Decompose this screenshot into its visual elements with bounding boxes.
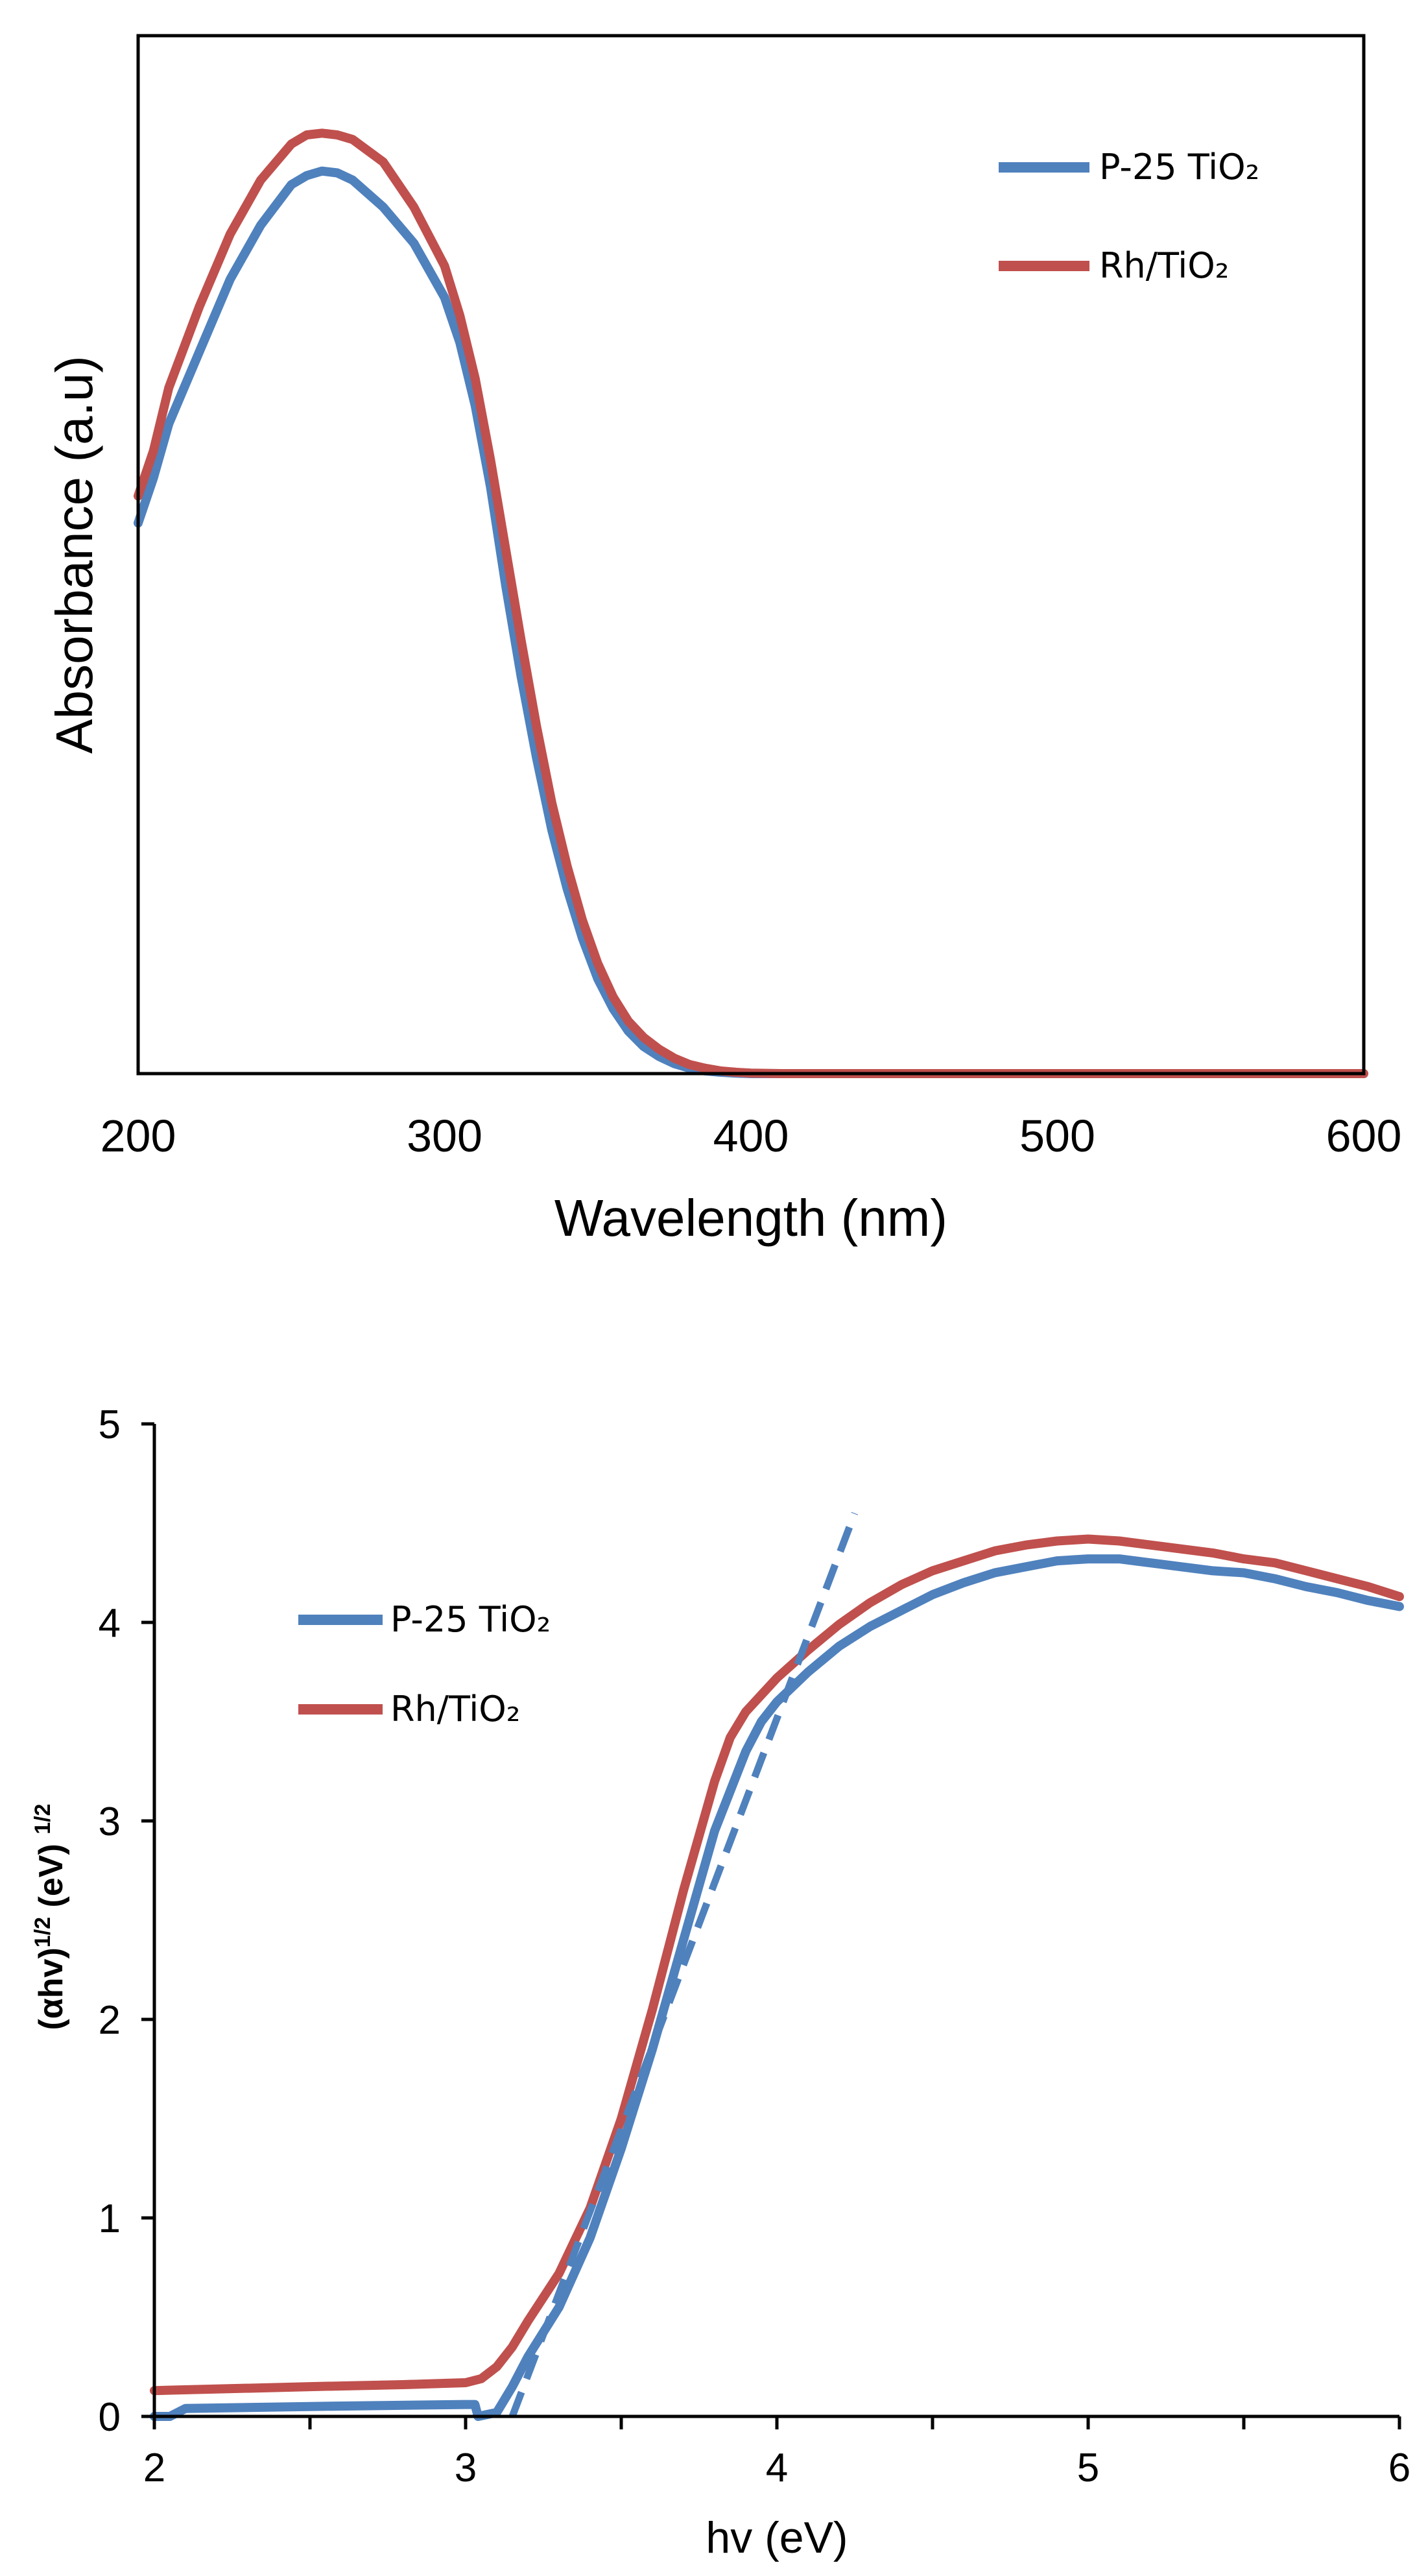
- absorbance-x-axis-label: Wavelength (nm): [554, 1189, 947, 1247]
- tauc-y-axis-label: (αhv)1/2 (eV) 1/2: [30, 1804, 70, 2030]
- tauc-series-line-rh: [150, 1534, 1404, 2396]
- absorbance-legend: P-25 TiO₂ Rh/TiO₂: [999, 147, 1259, 286]
- tauc-x-tick-label: 5: [1077, 2446, 1099, 2490]
- tauc-y-tick-label: 2: [99, 1998, 121, 2043]
- tauc-y-tick-label: 4: [99, 1601, 121, 1646]
- tauc-y-tick-label: 3: [99, 1800, 121, 1844]
- absorbance-y-axis-label: Absorbance (a.u): [45, 355, 103, 754]
- absorbance-chart: 200 300 400 500 600 Wavelength (nm) Absorban…: [45, 34, 1402, 1247]
- tauc-y-label-sup1: 1/2: [30, 1917, 55, 1947]
- tauc-y-label-part1: (αhv): [32, 1947, 70, 2030]
- tauc-x-tick-label: 2: [143, 2446, 165, 2490]
- tauc-legend-label-rh: Rh/TiO₂: [390, 1689, 520, 1729]
- tauc-y-tick-label: 0: [99, 2395, 121, 2440]
- tauc-x-tick-label: 3: [455, 2446, 477, 2490]
- tauc-y-label-part2: (eV): [32, 1835, 70, 1917]
- tauc-x-ticks: 2 3 4 5 6: [143, 2416, 1410, 2490]
- tauc-legend-label-p25: P-25 TiO₂: [390, 1599, 551, 1640]
- absorbance-plot-frame: [136, 34, 1366, 1076]
- tauc-x-axis-label: hv (eV): [706, 2513, 848, 2562]
- absorbance-x-tick-label: 600: [1326, 1111, 1402, 1161]
- absorbance-x-tick-label: 300: [407, 1111, 482, 1161]
- tauc-y-tick-label: 1: [99, 2197, 121, 2241]
- legend-label-rh: Rh/TiO₂: [1099, 245, 1229, 286]
- tauc-tangent-dashed-line: [508, 1511, 859, 2418]
- absorbance-x-tick-label: 500: [1019, 1111, 1095, 1161]
- absorbance-x-tick-label: 200: [101, 1111, 176, 1161]
- tauc-y-tick-label: 5: [99, 1402, 121, 1447]
- tauc-legend: P-25 TiO₂ Rh/TiO₂: [298, 1599, 551, 1729]
- legend-label-p25: P-25 TiO₂: [1099, 147, 1259, 187]
- tauc-y-ticks: 0 1 2 3 4 5: [99, 1402, 154, 2440]
- absorbance-x-tick-labels: 200 300 400 500 600: [101, 1111, 1402, 1161]
- absorbance-x-tick-label: 400: [713, 1111, 789, 1161]
- tauc-y-label-sup2: 1/2: [30, 1804, 55, 1835]
- tauc-x-tick-label: 6: [1388, 2446, 1410, 2490]
- tauc-x-tick-label: 4: [766, 2446, 788, 2490]
